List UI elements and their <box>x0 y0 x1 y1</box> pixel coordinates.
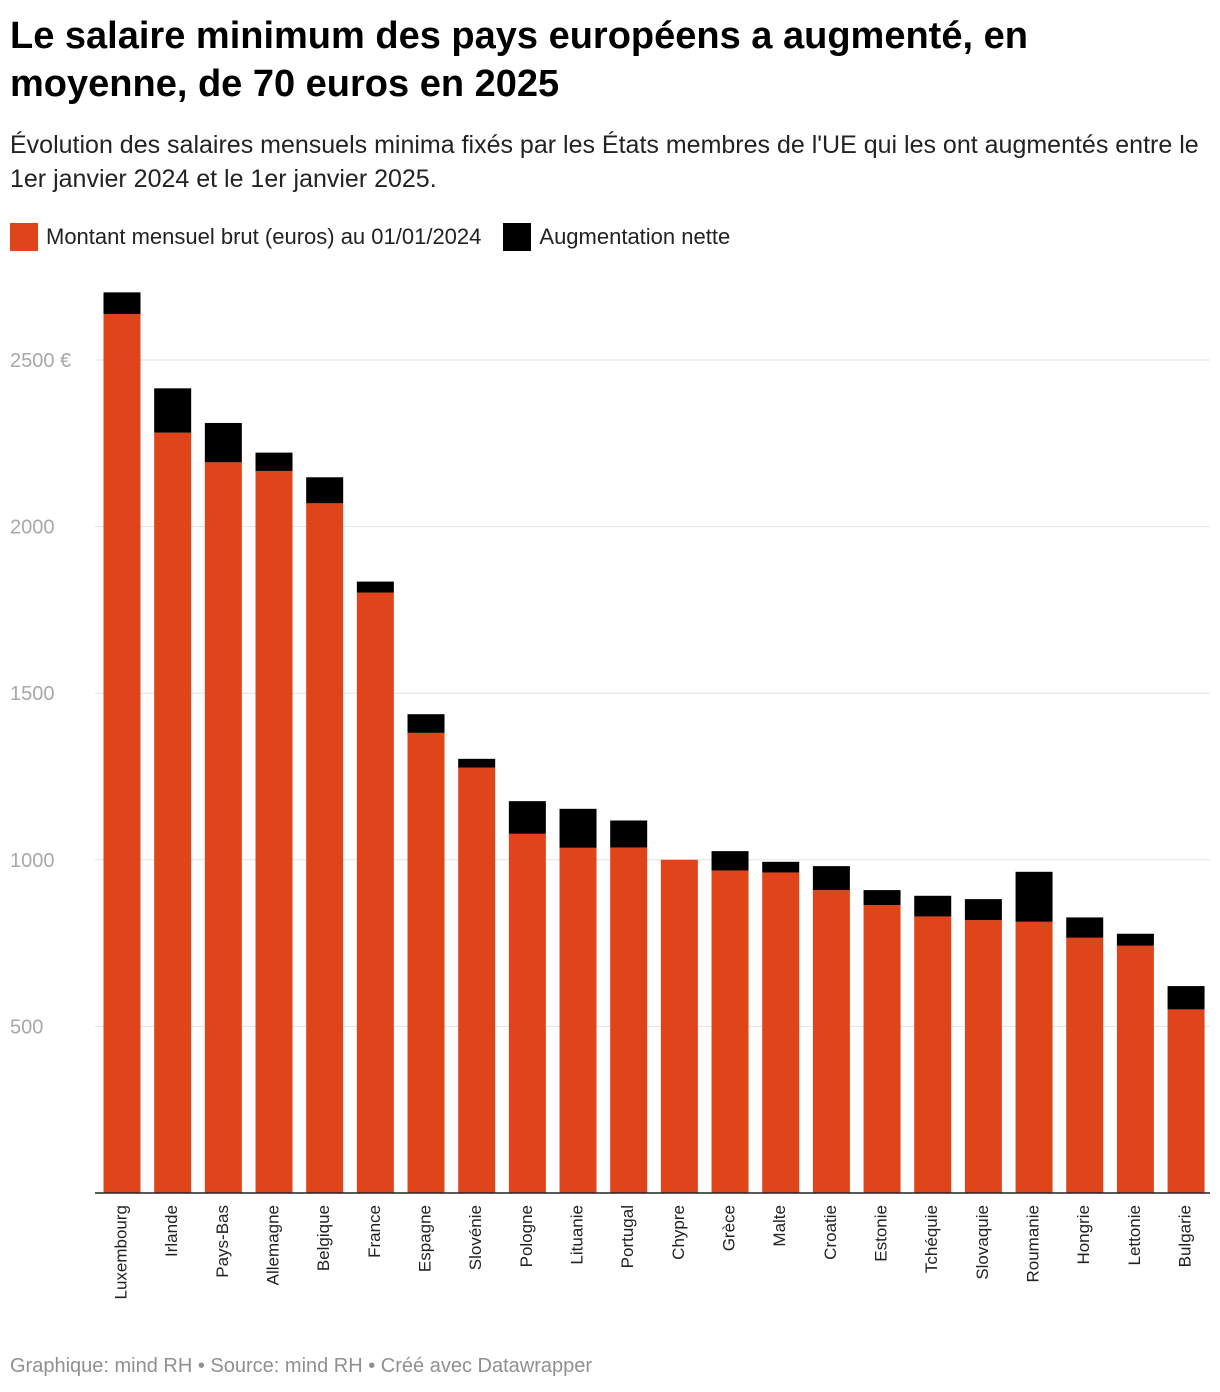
x-tick-label: Allemagne <box>263 1205 282 1285</box>
bar-base-allemagne <box>255 470 293 1194</box>
bar-base-hongrie <box>1066 937 1104 1193</box>
bar-increase-pays-bas <box>204 422 242 463</box>
bar-increase-lettonie <box>1116 933 1154 946</box>
bar-base-tchéquie <box>914 916 952 1193</box>
bar-base-slovénie <box>458 767 496 1193</box>
x-tick-label: Pays-Bas <box>213 1205 232 1278</box>
bar-base-belgique <box>306 503 344 1193</box>
bar-base-chypre <box>660 859 698 1193</box>
footer-credit: Graphique: mind RH • Source: mind RH • C… <box>10 1355 593 1377</box>
x-tick-label: Lettonie <box>1125 1205 1144 1266</box>
x-tick-label: France <box>365 1205 384 1258</box>
bar-increase-tchéquie <box>914 895 952 917</box>
x-tick-label: Slovénie <box>466 1205 485 1270</box>
legend-item-increase: Augmentation nette <box>503 223 730 251</box>
x-tick-label: Slovaquie <box>973 1205 992 1280</box>
bar-increase-hongrie <box>1066 917 1104 938</box>
bar-increase-irlande <box>154 388 192 433</box>
y-tick-label: 1500 <box>10 683 55 705</box>
x-tick-label: Croatie <box>821 1205 840 1260</box>
bar-increase-bulgarie <box>1167 986 1205 1010</box>
x-tick-label: Malte <box>770 1205 789 1247</box>
y-tick-label: 500 <box>10 1016 43 1038</box>
y-tick-label: 2000 <box>10 517 55 539</box>
bar-base-pays-bas <box>204 462 242 1193</box>
bar-base-portugal <box>610 847 648 1193</box>
legend-swatch-increase <box>503 223 532 251</box>
bar-base-pologne <box>508 833 546 1193</box>
x-tick-label: Belgique <box>314 1205 333 1271</box>
bar-base-grèce <box>711 870 749 1193</box>
bar-increase-portugal <box>610 820 648 848</box>
bar-increase-estonie <box>863 890 901 906</box>
legend-item-base: Montant mensuel brut (euros) au 01/01/20… <box>10 223 481 251</box>
chart-title: Le salaire minimum des pays européens a … <box>10 15 1028 105</box>
category-labels: Luxembourg Irlande Pays-Bas Allemagne Belgiq… <box>111 1205 1194 1300</box>
bar-base-espagne <box>407 732 445 1193</box>
y-tick-label: 2500 € <box>10 350 71 372</box>
legend: Montant mensuel brut (euros) au 01/01/20… <box>10 222 752 252</box>
bar-increase-malte <box>762 861 800 873</box>
bar-base-roumanie <box>1015 921 1053 1193</box>
x-tick-label: Grèce <box>720 1205 739 1251</box>
x-tick-label: Bulgarie <box>1176 1205 1195 1267</box>
legend-label-base: Montant mensuel brut (euros) au 01/01/20… <box>46 224 482 249</box>
bar-base-croatie <box>812 890 850 1193</box>
stacked-bar-chart: 500 1000 1500 2000 2500 € Luxembourg Irlande P… <box>10 292 1210 1300</box>
x-tick-label: Lituanie <box>568 1205 587 1265</box>
bar-base-malte <box>762 872 800 1193</box>
bar-base-lituanie <box>559 847 597 1193</box>
bar-base-lettonie <box>1116 945 1154 1193</box>
x-tick-label: Pologne <box>517 1205 536 1267</box>
bar-increase-pologne <box>508 801 546 834</box>
x-tick-label: Estonie <box>872 1205 891 1262</box>
x-tick-label: Portugal <box>618 1205 637 1268</box>
bar-increase-roumanie <box>1015 871 1053 922</box>
bar-base-bulgarie <box>1167 1009 1205 1193</box>
legend-swatch-base <box>10 223 38 251</box>
chart-subtitle: Évolution des salaires mensuels minima f… <box>10 131 1199 193</box>
x-tick-label: Espagne <box>416 1205 435 1272</box>
bar-increase-luxembourg <box>103 292 141 315</box>
legend-label-increase: Augmentation nette <box>539 224 731 249</box>
bar-increase-lituanie <box>559 808 597 848</box>
bar-base-irlande <box>154 432 192 1194</box>
bar-base-france <box>356 592 394 1193</box>
bar-base-slovaquie <box>964 920 1002 1193</box>
bar-increase-grèce <box>711 851 749 871</box>
x-tick-label: Luxembourg <box>111 1205 130 1300</box>
bar-increase-allemagne <box>255 452 293 471</box>
x-tick-label: Tchéquie <box>922 1205 941 1273</box>
bar-increase-france <box>356 581 394 593</box>
x-tick-label: Irlande <box>162 1205 181 1257</box>
x-tick-label: Hongrie <box>1074 1205 1093 1265</box>
x-tick-label: Roumanie <box>1024 1205 1043 1283</box>
bars <box>103 292 1205 1194</box>
bar-increase-slovaquie <box>964 899 1002 921</box>
bar-increase-croatie <box>812 866 850 891</box>
bar-increase-espagne <box>407 714 445 733</box>
bar-base-estonie <box>863 905 901 1193</box>
bar-increase-slovénie <box>458 758 496 768</box>
y-tick-label: 1000 <box>10 850 55 872</box>
bar-increase-belgique <box>306 477 344 504</box>
x-tick-label: Chypre <box>669 1205 688 1260</box>
bar-base-luxembourg <box>103 314 141 1193</box>
